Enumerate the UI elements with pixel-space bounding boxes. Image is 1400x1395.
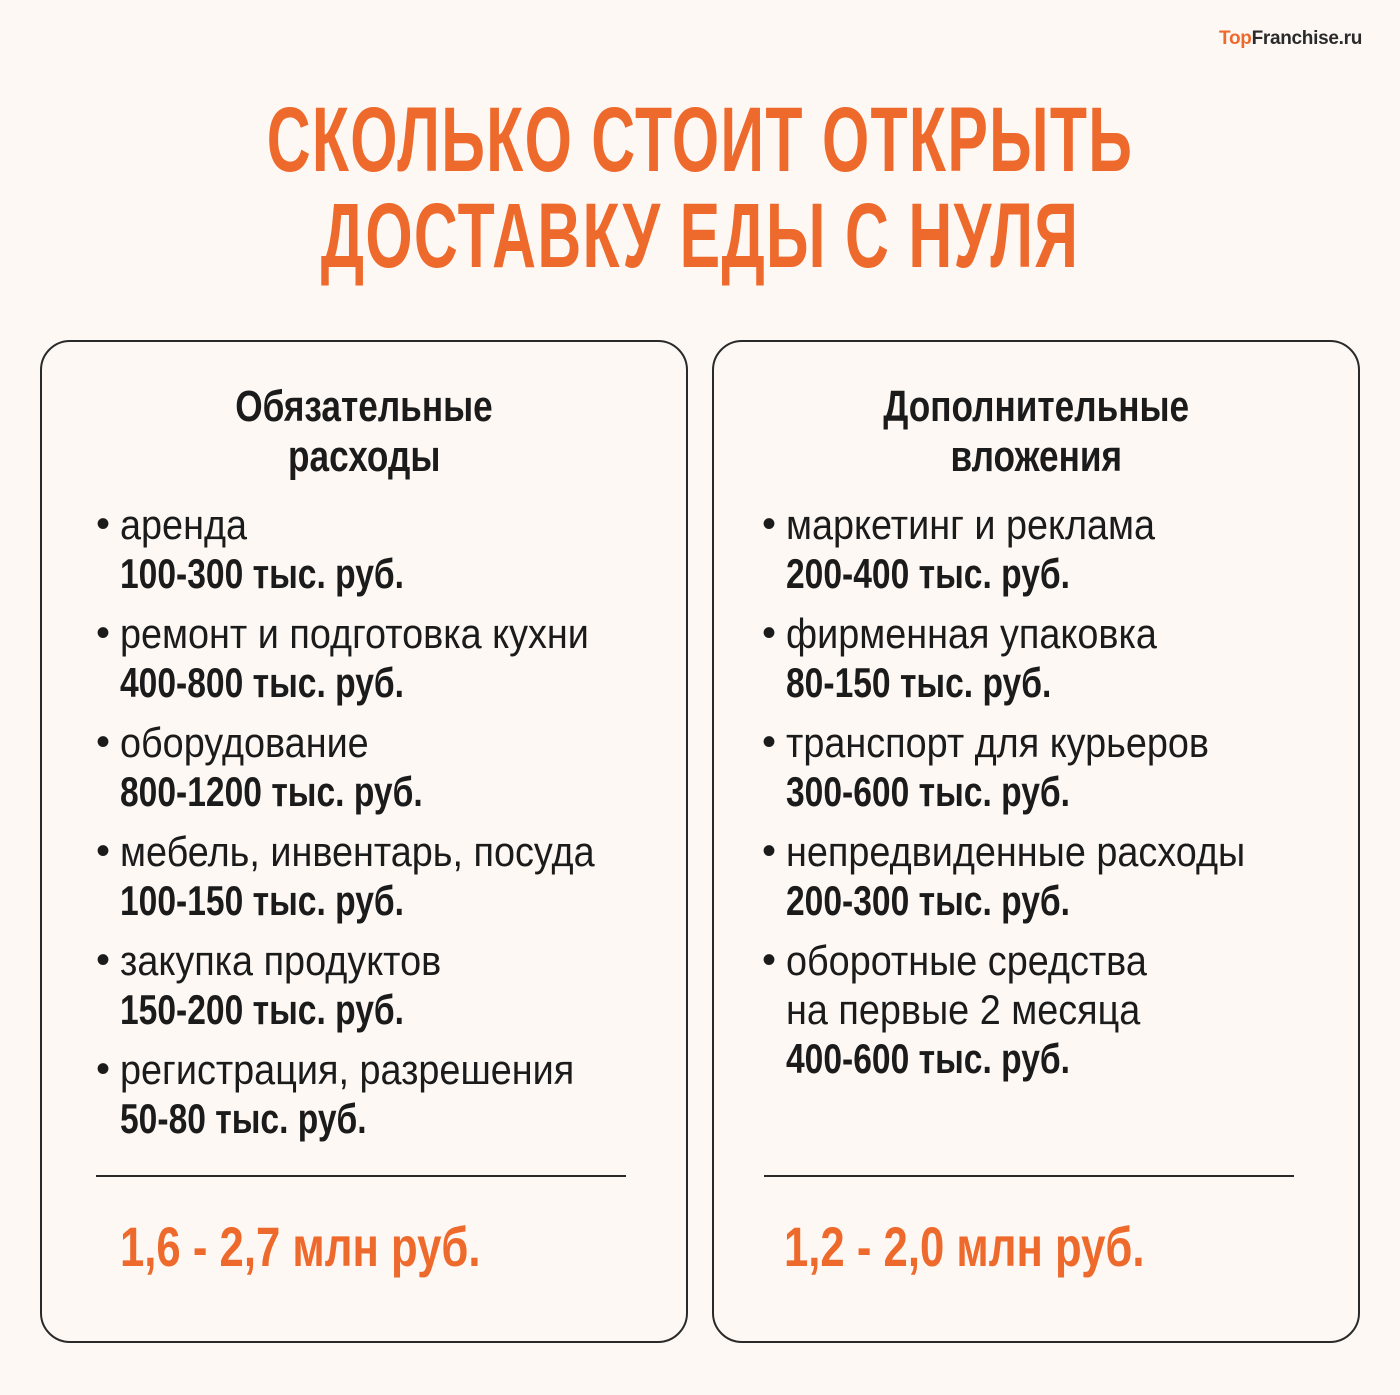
item-value: 100-300 тыс. руб. <box>120 550 405 597</box>
item-label: закупка продуктов <box>120 937 442 984</box>
item-value: 150-200 тыс. руб. <box>120 986 405 1033</box>
item-label: аренда <box>120 501 248 548</box>
brand-logo: TopFranchise.ru <box>1219 28 1362 50</box>
list-item: • ремонт и подготовка кухни 400-800 тыс. р… <box>96 609 666 707</box>
logo-part-top: Top <box>1219 28 1252 49</box>
total-amount: 1,6 - 2,7 млн руб. <box>120 1215 481 1278</box>
card-additional-investments: Дополнительные вложения • маркетинг и рек… <box>712 340 1360 1343</box>
item-label: транспорт для курьеров <box>786 719 1210 766</box>
list-item: • оборудование 800-1200 тыс. руб. <box>96 718 666 816</box>
heading-line-2: расходы <box>287 432 441 481</box>
heading-line-1: Дополнительные <box>883 382 1189 431</box>
bullet-icon: • <box>762 502 777 546</box>
item-label: непредвиденные расходы <box>786 828 1246 875</box>
logo-part-franchise: Franchise.ru <box>1251 28 1363 49</box>
bullet-icon: • <box>762 611 777 655</box>
page-title: СКОЛЬКО СТОИТ ОТКРЫТЬ ДОСТАВКУ ЕДЫ С НУЛ… <box>0 92 1400 284</box>
item-label: оборотные средства <box>786 937 1147 984</box>
item-value: 80-150 тыс. руб. <box>786 659 1052 706</box>
item-label: ремонт и подготовка кухни <box>120 610 589 657</box>
item-value: 200-300 тыс. руб. <box>786 877 1071 924</box>
list-item: • транспорт для курьеров 300-600 тыс. руб. <box>762 718 1338 816</box>
item-value: 400-800 тыс. руб. <box>120 659 405 706</box>
bullet-icon: • <box>762 720 777 764</box>
item-value: 50-80 тыс. руб. <box>120 1095 367 1142</box>
item-label-continued: на первые 2 месяца <box>786 986 1141 1033</box>
list-item: • оборотные средства на первые 2 месяца 400… <box>762 936 1338 1083</box>
title-line-2: ДОСТАВКУ ЕДЫ С НУЛЯ <box>320 185 1080 287</box>
bullet-icon: • <box>96 502 111 546</box>
expense-list: • маркетинг и реклама 200-400 тыс. руб. • ф… <box>762 500 1338 1094</box>
card-heading: Обязательные расходы <box>42 382 686 482</box>
divider <box>764 1175 1294 1177</box>
bullet-icon: • <box>96 1047 111 1091</box>
list-item: • непредвиденные расходы 200-300 тыс. руб. <box>762 827 1338 925</box>
item-label: оборудование <box>120 719 369 766</box>
bullet-icon: • <box>96 720 111 764</box>
item-value: 800-1200 тыс. руб. <box>120 768 423 815</box>
list-item: • аренда 100-300 тыс. руб. <box>96 500 666 598</box>
item-label: фирменная упаковка <box>786 610 1157 657</box>
bullet-icon: • <box>96 829 111 873</box>
bullet-icon: • <box>762 829 777 873</box>
item-label: маркетинг и реклама <box>786 501 1156 548</box>
item-label: регистрация, разрешения <box>120 1046 575 1093</box>
list-item: • маркетинг и реклама 200-400 тыс. руб. <box>762 500 1338 598</box>
list-item: • мебель, инвентарь, посуда 100-150 тыс. р… <box>96 827 666 925</box>
heading-line-1: Обязательные <box>235 382 493 431</box>
bullet-icon: • <box>96 611 111 655</box>
item-value: 100-150 тыс. руб. <box>120 877 405 924</box>
total-amount: 1,2 - 2,0 млн руб. <box>784 1215 1145 1278</box>
bullet-icon: • <box>762 938 777 982</box>
heading-line-2: вложения <box>950 432 1122 481</box>
item-value: 200-400 тыс. руб. <box>786 550 1071 597</box>
item-value: 300-600 тыс. руб. <box>786 768 1071 815</box>
bullet-icon: • <box>96 938 111 982</box>
title-line-1: СКОЛЬКО СТОИТ ОТКРЫТЬ <box>266 89 1134 191</box>
item-value: 400-600 тыс. руб. <box>786 1035 1071 1082</box>
card-heading: Дополнительные вложения <box>714 382 1358 482</box>
expense-list: • аренда 100-300 тыс. руб. • ремонт и подго… <box>96 500 666 1154</box>
divider <box>96 1175 626 1177</box>
list-item: • регистрация, разрешения 50-80 тыс. руб. <box>96 1045 666 1143</box>
list-item: • закупка продуктов 150-200 тыс. руб. <box>96 936 666 1034</box>
item-label: мебель, инвентарь, посуда <box>120 828 595 875</box>
list-item: • фирменная упаковка 80-150 тыс. руб. <box>762 609 1338 707</box>
card-mandatory-expenses: Обязательные расходы • аренда 100-300 тыс.… <box>40 340 688 1343</box>
